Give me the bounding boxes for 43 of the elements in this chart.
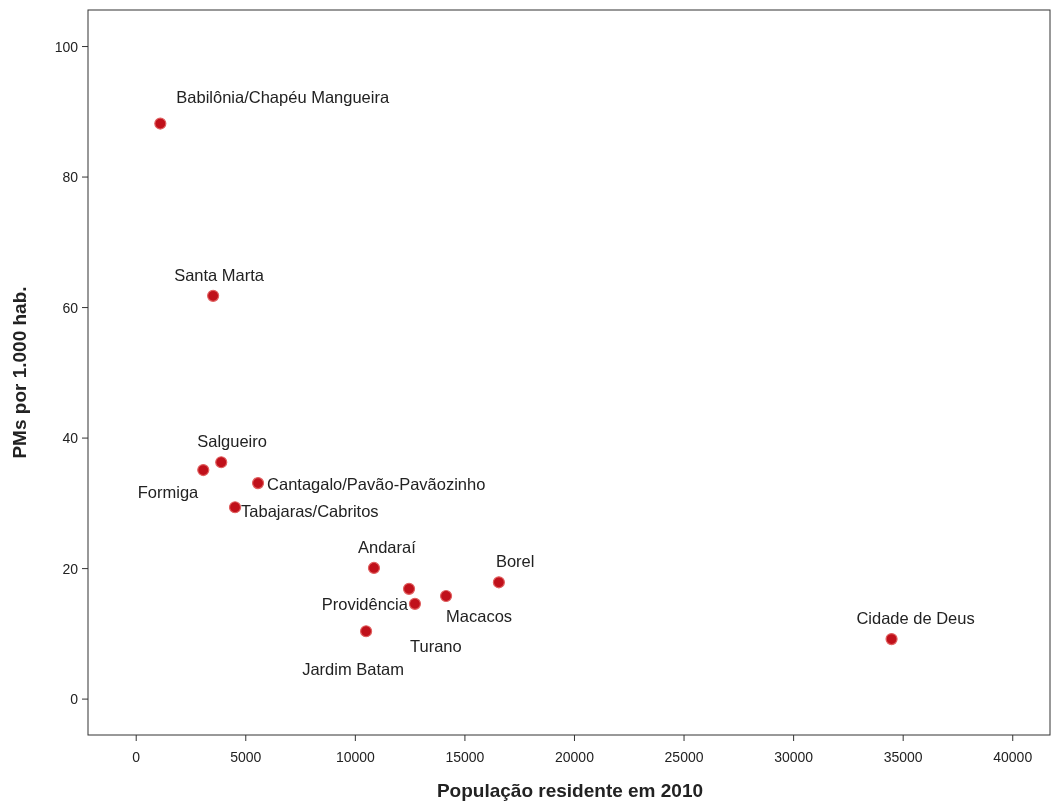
annotation: Macacos: [446, 607, 513, 625]
point: [359, 625, 373, 638]
y-tick-label: 0: [70, 691, 79, 708]
y-tick-label: 40: [62, 430, 79, 447]
y-tick-label: 20: [62, 560, 79, 577]
point: [197, 463, 210, 477]
annotation: Santa Marta: [174, 265, 265, 284]
point: [215, 456, 228, 469]
x-tick-label: 20000: [555, 749, 595, 765]
annotation: Providência: [321, 594, 409, 613]
annotation: Cidade de Deus: [856, 609, 975, 628]
annotation: Tabajaras/Cabritos: [241, 502, 379, 521]
point: [228, 501, 242, 514]
annotation: Turano: [410, 636, 462, 655]
point: [439, 589, 453, 603]
x-tick-label: 5000: [230, 749, 262, 765]
annotation: Formiga: [137, 483, 200, 502]
x-tick-label: 40000: [993, 749, 1033, 765]
annotation: Borel: [495, 552, 535, 571]
point: [408, 597, 422, 610]
x-tick-label: 30000: [774, 749, 814, 765]
y-tick-label: 100: [54, 38, 79, 55]
x-axis-title: População residente em 2010: [436, 780, 704, 801]
x-tick-label: 10000: [335, 749, 376, 765]
annotation: Babilônia/Chapéu Mangueira: [176, 87, 390, 106]
y-tick-label: 80: [62, 169, 79, 186]
point: [207, 289, 220, 302]
y-axis-title: PMs por 1.000 hab.: [9, 286, 30, 459]
x-tick-label: 0: [132, 749, 141, 765]
x-tick-label: 35000: [883, 749, 923, 765]
annotation: Salgueiro: [197, 432, 267, 451]
annotation: Jardim Batam: [302, 660, 404, 679]
y-tick-label: 60: [62, 299, 79, 316]
annotation: Andaraí: [357, 537, 417, 556]
point: [154, 117, 167, 130]
point: [367, 561, 381, 575]
point: [492, 576, 505, 589]
point: [402, 582, 416, 595]
point: [251, 477, 265, 490]
x-tick-label: 25000: [664, 749, 704, 765]
point: [885, 632, 898, 646]
annotation: Cantagalo/Pavão-Pavãozinho: [267, 475, 486, 494]
x-tick-label: 15000: [445, 749, 485, 765]
